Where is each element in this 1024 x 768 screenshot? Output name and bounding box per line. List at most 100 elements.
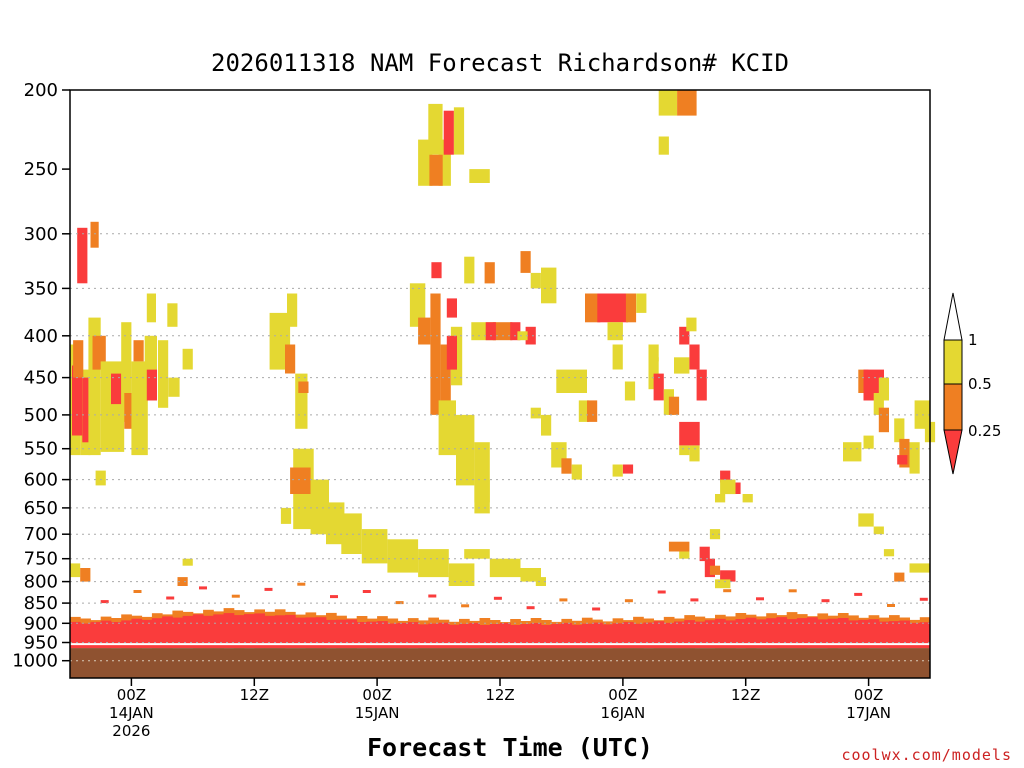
heatmap-cell [92,335,106,370]
scatter-bit [690,598,699,602]
y-tick-label: 450 [24,368,58,389]
y-tick-label: 350 [24,278,58,299]
heatmap-cell [858,369,869,393]
surface-band-red [520,624,532,649]
colorbar-orange-box [943,383,963,431]
heatmap-cell [182,348,193,370]
heatmap-cell [715,494,726,503]
heatmap-cell [636,293,647,313]
surface-band-red [602,624,614,648]
heatmap-cell [894,572,905,582]
surface-band-red [489,624,501,649]
surface-band-red [715,618,726,649]
heatmap-cell [464,256,475,284]
heatmap-cell [715,579,731,589]
heatmap-cell [556,369,587,393]
heatmap-cell [290,467,311,494]
surface-band-red [346,619,358,649]
surface-band-red [899,620,910,649]
heatmap-cell [689,445,700,462]
heatmap-cell [510,322,521,341]
heatmap-cell [571,464,582,480]
x-tick-label: 00Z [117,686,146,704]
surface-band-red [141,619,153,648]
heatmap-cell [535,577,546,586]
surface-band-red [551,623,562,649]
heatmap-cell [167,303,178,327]
heatmap-cell [146,293,156,323]
x-tick-label: 12Z [731,686,760,704]
heatmap-cell [894,418,905,443]
surface-band-red [213,614,224,649]
scatter-bit [657,590,666,594]
y-tick-label: 300 [24,224,58,245]
y-tick-label: 200 [24,80,58,101]
surface-band-red [469,622,480,648]
heatmap-cell [124,393,135,429]
scatter-bit [297,582,306,586]
y-tick-label: 700 [24,524,58,545]
surface-band-red [633,623,644,649]
heatmap-cell [431,262,442,279]
surface-band-red [305,617,317,649]
heatmap-cell [873,393,884,415]
surface-band-red [448,624,460,649]
surface-band-red [653,621,665,649]
surface-band-red [151,618,163,649]
heatmap-cell [709,565,721,575]
heatmap-cell [909,442,920,474]
y-tick-label: 250 [24,159,58,180]
heatmap-cell [699,546,710,562]
heatmap-cell [585,293,601,323]
heatmap-cell [440,344,451,415]
surface-band-red [817,619,829,648]
heatmap-cell [429,154,443,186]
heatmap-cell [863,435,874,449]
heatmap-cell [80,568,91,582]
heatmap-cell [446,298,457,318]
heatmap-cell [72,365,83,436]
surface-band-red [796,618,808,649]
surface-band-red [418,624,429,649]
heatmap-cell [489,558,521,578]
surface-layer [70,582,931,678]
heatmap-cell [177,577,188,586]
chart-title: 2026011318 NAM Forecast Richardson# KCID [211,49,789,77]
heatmap-cell [624,381,636,401]
heatmap-cell [469,169,490,183]
surface-band-red [111,622,122,648]
surface-band-red [684,620,695,649]
x-tick-label: 00Z [608,686,637,704]
y-tick-label: 400 [24,326,58,347]
heatmap-cell [484,262,495,284]
surface-band-red [530,623,542,649]
surface-band-red [745,617,757,649]
x-tick-label: 12Z [485,686,514,704]
heatmap-cell [70,563,81,578]
heatmap-cell [689,344,700,370]
heatmap-cell [485,322,496,341]
heatmap-cell [658,136,669,155]
heatmap-cell [525,326,536,345]
heatmap-cell [653,373,664,401]
surface-band-red [909,622,921,649]
heatmap-cell [878,407,889,433]
surface-band-red [438,622,450,649]
surface-band-red [889,621,900,649]
y-tick-label: 900 [24,613,58,634]
heatmap-cell [686,317,697,332]
heatmap-cell [696,369,707,401]
heatmap-cell [679,551,690,559]
colorbar-top-triangle [943,292,963,341]
scatter-bit [264,587,273,591]
heatmap-cell [131,361,148,456]
surface-band-red [223,613,235,648]
x-tick-label: 12Z [240,686,269,704]
surface-band-red [70,621,81,649]
colorbar-label: 1 [968,331,978,349]
heatmap-cell [361,529,388,564]
heatmap-cell [674,357,690,374]
heatmap-cell [648,344,659,362]
